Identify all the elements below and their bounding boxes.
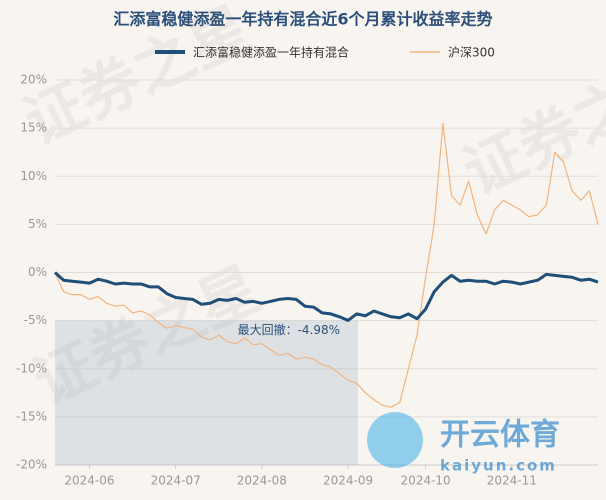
x-tick-label: 2024-06 — [64, 474, 114, 488]
y-tick-label: -10% — [16, 361, 47, 375]
legend-label: 汇添富稳健添盈一年持有混合 — [193, 45, 349, 60]
logo-ball — [367, 412, 423, 468]
y-tick-label: 10% — [20, 169, 47, 183]
x-tick-label: 2024-10 — [401, 474, 451, 488]
drawdown-area — [55, 320, 359, 465]
x-tick-label: 2024-07 — [151, 474, 201, 488]
y-tick-label: 5% — [28, 217, 47, 231]
logo-text: 开云体育 — [440, 418, 560, 453]
x-tick-label: 2024-09 — [323, 474, 373, 488]
series-line — [53, 271, 599, 322]
x-tick-label: 2024-08 — [237, 474, 287, 488]
y-tick-label: -5% — [24, 313, 47, 327]
chart-title: 汇添富稳健添盈一年持有混合近6个月累计收益率走势 — [113, 10, 492, 29]
y-tick-label: 15% — [20, 121, 47, 135]
y-tick-label: 0% — [28, 265, 47, 279]
logo: 开云体育 kaiyun.com — [367, 412, 560, 475]
y-tick-label: -15% — [16, 409, 47, 423]
y-tick-label: -20% — [16, 458, 47, 472]
logo-url: kaiyun.com — [440, 457, 557, 475]
series-line — [54, 122, 599, 408]
x-tick-label: 2024-11 — [487, 474, 537, 488]
legend-label: 沪深300 — [448, 46, 495, 60]
drawdown-label: 最大回撤：-4.98% — [238, 322, 340, 337]
watermark: 证券之星 — [454, 44, 606, 209]
y-tick-label: 20% — [20, 73, 47, 87]
